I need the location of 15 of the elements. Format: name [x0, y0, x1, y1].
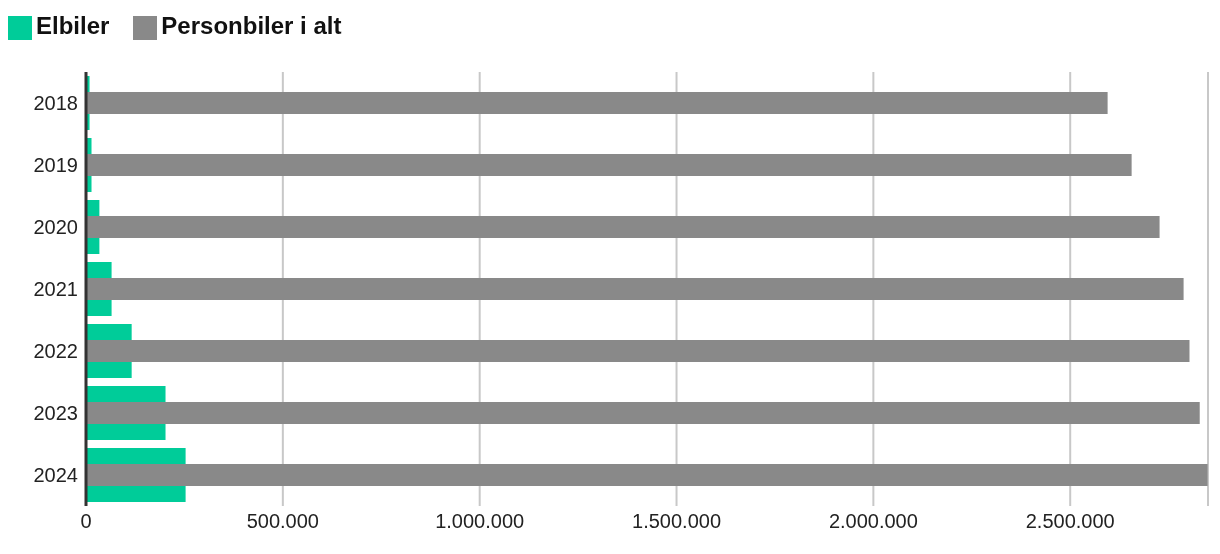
y-tick-label: 2022: [33, 340, 78, 363]
legend-label: Elbiler: [36, 12, 110, 39]
x-tick-label: 500.000: [246, 510, 319, 533]
x-tick-label: 1.000.000: [435, 510, 525, 533]
x-tick-label: 1.500.000: [632, 510, 722, 533]
y-tick-label: 2021: [33, 278, 78, 301]
y-tick-label: 2024: [33, 464, 78, 487]
x-tick-label: 0: [80, 510, 92, 533]
legend-label: Personbiler i alt: [161, 12, 342, 39]
y-tick-label: 2023: [33, 402, 78, 425]
y-tick-label: 2020: [33, 216, 78, 239]
x-tick-label: 2.000.000: [828, 510, 918, 533]
x-tick-label: 2.500.000: [1025, 510, 1115, 533]
y-tick-label: 2019: [33, 154, 78, 177]
y-tick-label: 2018: [33, 92, 78, 115]
